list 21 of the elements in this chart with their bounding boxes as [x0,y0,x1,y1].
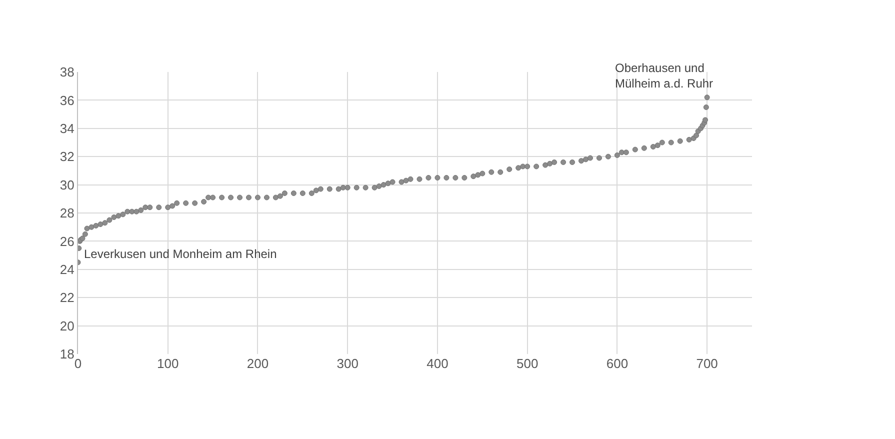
x-tick-label: 500 [516,356,538,371]
y-tick-label: 26 [60,234,74,249]
x-tick-label: 600 [606,356,628,371]
x-tick-label: 0 [74,356,82,371]
x-tick-label: 400 [426,356,448,371]
y-tick-label: 22 [60,290,74,306]
x-tick-label: 700 [696,356,718,371]
annotation: Leverkusen und Monheim am Rhein [84,247,277,261]
y-tick-label: 34 [60,120,74,136]
x-tick-label: 200 [246,356,269,371]
y-tick-label: 24 [60,262,74,277]
y-tick-label: 36 [60,92,74,108]
y-tick-label: 32 [60,149,74,164]
y-tick-label: 18 [60,346,74,362]
y-tick-label: 20 [60,318,74,334]
y-tick-label: 38 [60,64,74,80]
y-tick-label: 28 [60,206,74,221]
annotation: Oberhausen und Mülheim a.d. Ruhr [615,61,714,91]
x-tick-label: 100 [157,356,179,371]
y-tick-label: 30 [60,177,74,192]
x-tick-label: 300 [336,356,358,371]
